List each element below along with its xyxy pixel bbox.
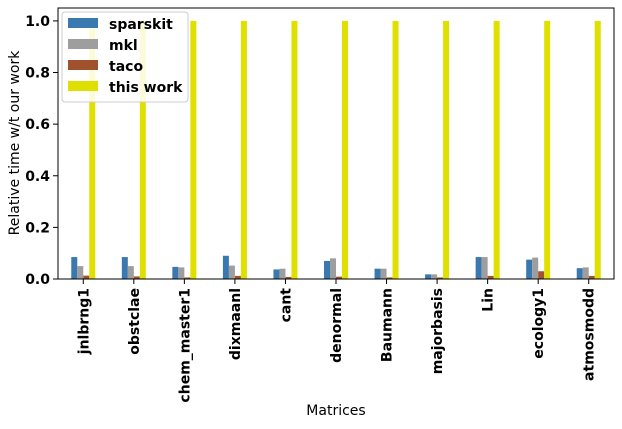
bar-sparskit-majorbasis [425, 274, 432, 279]
x-tick-label: chem_master1 [177, 288, 193, 403]
y-axis-label: Relative time w/t our work [7, 50, 23, 236]
bar-taco-ecology1 [538, 271, 545, 279]
bar-mkl-ecology1 [532, 257, 539, 279]
bar-taco-dixmaanl [234, 275, 241, 279]
bar-this-work-dixmaanl [240, 20, 247, 280]
x-tick-label: obstclae [127, 288, 143, 355]
legend-label: sparskit [109, 17, 173, 33]
x-axis-label: Matrices [306, 403, 365, 419]
bar-sparskit-atmosmodd [576, 268, 583, 279]
bar-mkl-chem_master1 [178, 267, 185, 279]
bar-sparskit-jnlbrng1 [71, 257, 78, 279]
bar-sparskit-cant [273, 269, 280, 279]
bar-mkl-denormal [330, 258, 336, 279]
bar-sparskit-denormal [324, 260, 330, 279]
y-tick-label: 1.0 [25, 14, 50, 30]
bar-sparskit-Baumann [374, 268, 381, 279]
bar-mkl-majorbasis [431, 274, 438, 279]
bar-mkl-obstclae [127, 266, 134, 279]
bar-this-work-majorbasis [443, 20, 450, 280]
x-tick-label: majorbasis [430, 288, 446, 374]
x-tick-label: denormal [329, 288, 345, 363]
bar-mkl-Lin [481, 257, 488, 279]
legend-swatch [68, 81, 98, 91]
legend-swatch [68, 39, 98, 49]
bar-taco-chem_master1 [184, 277, 191, 279]
legend-items: sparskit mkl taco this work [68, 17, 183, 96]
x-ticks: jnlbrng1 obstclae chem_master1 dixmaanl cant… [76, 279, 598, 403]
y-tick-label: 0.4 [25, 169, 50, 185]
legend-label: mkl [109, 38, 138, 54]
bar-this-work-denormal [342, 20, 348, 280]
bar-this-work-Lin [493, 20, 500, 280]
y-tick-label: 0.2 [25, 220, 50, 236]
bar-this-work-atmosmodd [594, 20, 601, 280]
bar-mkl-dixmaanl [228, 265, 235, 279]
bar-taco-atmosmodd [588, 275, 595, 279]
bar-taco-Lin [487, 275, 494, 279]
legend-label: taco [109, 59, 143, 75]
bar-mkl-Baumann [380, 268, 387, 279]
bar-mkl-cant [279, 268, 286, 279]
bar-this-work-Baumann [392, 20, 399, 280]
x-tick-label: jnlbrng1 [76, 288, 92, 355]
bar-taco-obstclae [133, 276, 140, 279]
x-tick-label: atmosmodd [582, 288, 598, 381]
bar-sparskit-chem_master1 [172, 266, 179, 279]
bar-this-work-cant [291, 20, 298, 280]
x-tick-label: cant [278, 288, 294, 323]
bars-layer [71, 20, 601, 280]
legend-label: this work [109, 80, 183, 96]
legend-swatch [68, 18, 98, 28]
bar-sparskit-dixmaanl [222, 255, 229, 279]
x-tick-label: Baumann [380, 288, 396, 362]
bar-taco-denormal [336, 276, 342, 279]
y-ticks: 0.0 0.2 0.4 0.6 0.8 1.0 [25, 14, 58, 288]
y-tick-label: 0.8 [25, 66, 50, 82]
y-tick-label: 0.6 [25, 117, 50, 133]
bar-taco-jnlbrng1 [83, 275, 90, 279]
bar-taco-majorbasis [437, 277, 444, 279]
x-tick-label: ecology1 [531, 288, 547, 359]
bar-this-work-chem_master1 [190, 20, 197, 280]
legend: sparskit mkl taco this work [61, 11, 189, 103]
bar-taco-Baumann [386, 277, 393, 279]
x-tick-label: dixmaanl [228, 288, 244, 360]
x-tick-label: Lin [481, 288, 497, 312]
legend-box [61, 11, 189, 103]
bar-this-work-ecology1 [544, 20, 551, 280]
bar-taco-cant [285, 276, 292, 279]
bar-sparskit-ecology1 [526, 259, 533, 279]
bar-this-work-jnlbrng1 [89, 20, 96, 280]
bar-mkl-jnlbrng1 [77, 266, 84, 279]
bar-sparskit-obstclae [121, 257, 128, 279]
bar-sparskit-Lin [475, 257, 482, 279]
bar-this-work-obstclae [139, 20, 146, 280]
bar-mkl-atmosmodd [582, 267, 589, 279]
y-tick-label: 0.0 [25, 272, 50, 288]
legend-swatch [68, 60, 98, 70]
